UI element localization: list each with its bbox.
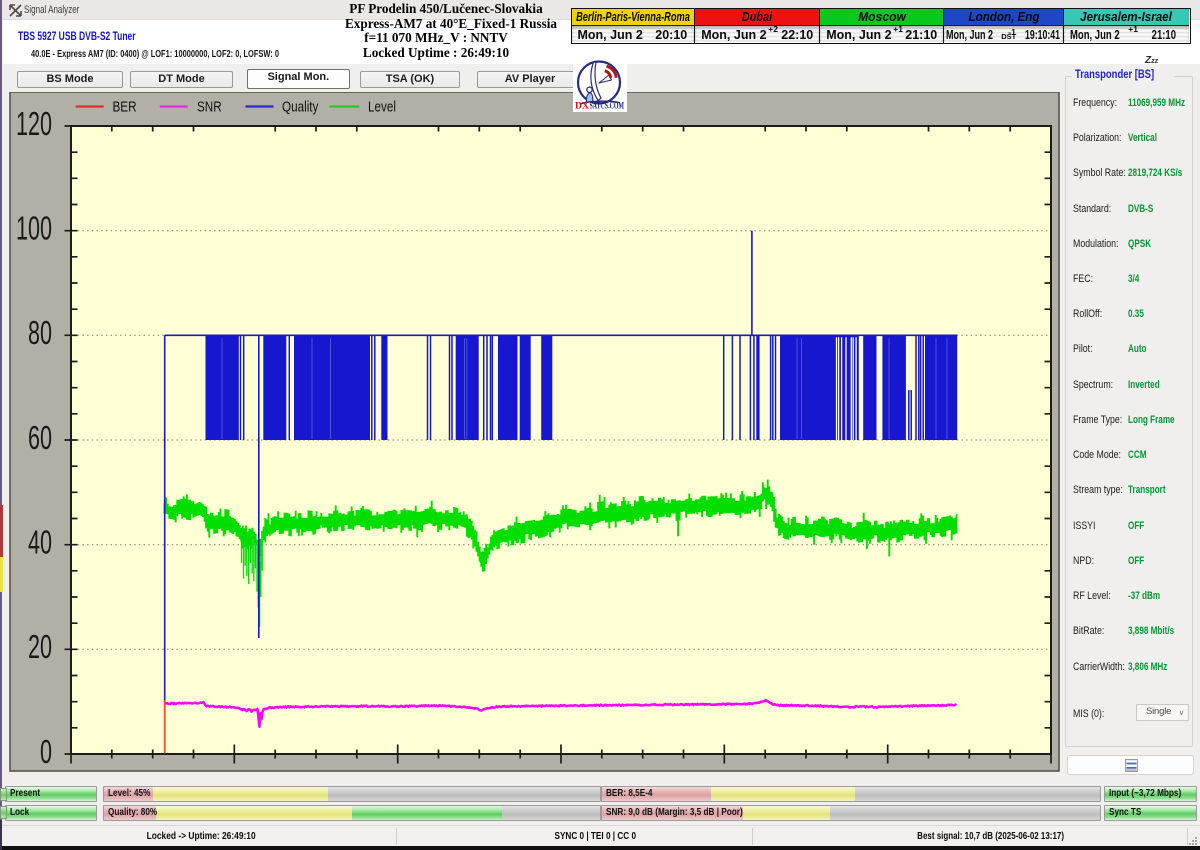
svg-text:120: 120: [16, 105, 52, 142]
svg-text:60: 60: [28, 419, 52, 456]
svg-text:SATCS.COM: SATCS.COM: [590, 101, 625, 111]
svg-text:100: 100: [16, 210, 52, 247]
svg-text:40: 40: [28, 524, 52, 561]
svg-text:80: 80: [28, 314, 52, 351]
svg-text:20: 20: [28, 628, 52, 665]
svg-text:SNR: SNR: [197, 98, 222, 115]
svg-text:Quality: Quality: [282, 98, 319, 115]
svg-text:BER: BER: [113, 98, 137, 115]
svg-text:Level: Level: [368, 98, 396, 115]
svg-text:DX: DX: [575, 101, 590, 111]
svg-text:0: 0: [40, 733, 52, 770]
